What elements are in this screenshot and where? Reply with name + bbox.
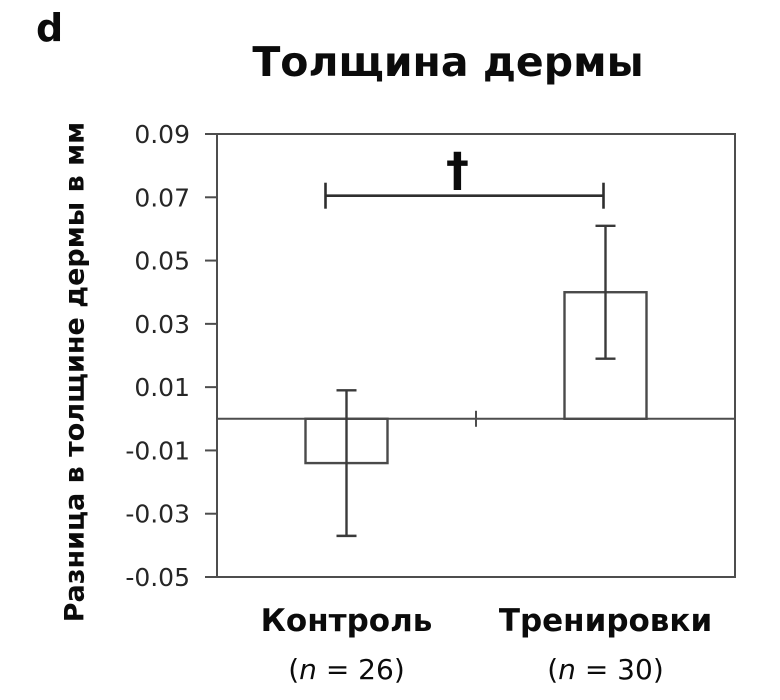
y-axis-tick-label: 0.03 [134,310,190,339]
y-axis-tick-label: 0.01 [134,373,190,402]
y-axis-tick-label: 0.07 [134,183,190,212]
category-label-0: Контроль [261,603,433,639]
y-axis-tick-label: 0.09 [134,120,190,149]
y-axis-tick-label: -0.03 [125,500,190,529]
dagger-symbol: † [446,143,469,197]
panel-label: d [36,6,64,50]
plot-frame [216,133,736,578]
category-sublabel-0: (n = 26) [288,653,405,686]
category-sublabel-1: (n = 30) [547,653,664,686]
category-label-1: Тренировки [499,603,712,639]
y-axis-tick-label: -0.05 [125,563,190,592]
chart-title: Толщина дермы [252,38,644,86]
y-axis-tick-label: -0.01 [125,436,190,465]
y-axis-tick-label: 0.05 [134,247,190,276]
